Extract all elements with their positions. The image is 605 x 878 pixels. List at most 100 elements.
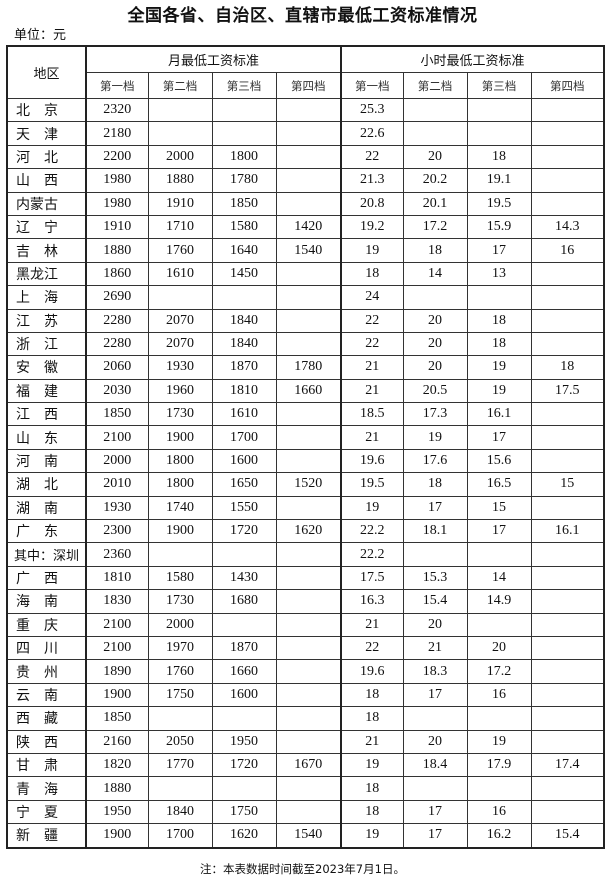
monthly-tier-2-cell [147,121,213,146]
hourly-tier-4-cell: 17.5 [530,378,605,404]
region-cell: 广 西 [6,565,87,591]
table-row: 山 西 1980 1880 1780 21.3 20.2 19.1 [6,168,605,193]
hourly-tier-1-cell: 19.2 [340,214,404,240]
hourly-tier-4-cell [530,308,605,333]
hourly-tier-1-cell: 19 [340,823,404,848]
hourly-tier-3-cell [466,285,532,310]
hourly-tier-2-cell: 20 [402,308,468,333]
monthly-tier-4-cell [275,495,342,521]
table-row: 甘 肃 1820 1770 1720 1670 19 18.4 17.9 17.4 [6,752,605,778]
monthly-tier-1-cell: 1910 [85,214,149,240]
hourly-tier-4-cell [530,682,605,708]
hourly-tier-2-cell: 20 [402,612,468,637]
hourly-tier-1-cell: 24 [340,285,404,310]
hourly-tier-3-cell: 19 [466,729,532,754]
monthly-tier-2-cell: 1750 [147,682,213,708]
monthly-tier-3-cell: 1840 [211,308,277,333]
monthly-tier-1-cell: 1880 [85,776,149,801]
hourly-tier-1-cell: 18 [340,776,404,801]
monthly-tier-3-cell: 1600 [211,448,277,474]
hourly-tier-1-cell: 25.3 [340,97,404,123]
monthly-tier-1-cell: 2690 [85,285,149,310]
hourly-tier-4-cell [530,799,605,825]
hourly-tier-3-cell [466,97,532,123]
hourly-tier-1-cell: 19 [340,752,404,778]
hourly-tier-2-cell [402,121,468,146]
region-cell: 甘 肃 [6,752,87,778]
monthly-tier-1-cell: 2280 [85,331,149,357]
region-cell: 青 海 [6,776,87,801]
hourly-tier-2-cell: 15.3 [402,565,468,591]
min-wage-table: 地区 月最低工资标准 小时最低工资标准 第一档 第二档 第三档 第四档 第一档 第二档 第三… [6,45,605,849]
monthly-tier-4-cell [275,612,342,637]
hourly-tier-1-cell: 21 [340,612,404,637]
region-cell: 山 东 [6,425,87,450]
hourly-tier-1-cell: 19 [340,495,404,521]
page-title: 全国各省、自治区、直辖市最低工资标准情况 [127,6,478,26]
monthly-tier-1-cell: 1980 [85,168,149,193]
region-cell: 宁 夏 [6,799,87,825]
hourly-tier-2-cell [402,542,468,567]
hourly-tier-3-cell: 15.9 [466,214,532,240]
hourly-tier-4-cell [530,285,605,310]
monthly-tier-3-cell: 1430 [211,565,277,591]
monthly-tier-3-cell: 1580 [211,214,277,240]
hourly-tier-2-cell: 15.4 [402,589,468,614]
hourly-tier-3-cell: 17.9 [466,752,532,778]
region-cell: 湖 北 [6,472,87,497]
monthly-tier-1-cell: 2000 [85,448,149,474]
region-cell: 河 北 [6,144,87,170]
monthly-tier-4-cell: 1620 [275,519,342,544]
monthly-tier-3-cell: 1840 [211,331,277,357]
hourly-tier-2-cell: 18.4 [402,752,468,778]
monthly-tier-2-cell: 1960 [147,378,213,404]
monthly-tier-1-cell: 1880 [85,238,149,263]
monthly-tier-1-cell: 2100 [85,635,149,661]
monthly-tier-4-cell [275,706,342,731]
monthly-tier-4-cell [275,589,342,614]
header-monthly-tier-1: 第一档 [85,72,149,99]
monthly-tier-1-cell: 2320 [85,97,149,123]
table-row: 山 东 2100 1900 1700 21 19 17 [6,425,605,450]
monthly-tier-1-cell: 1930 [85,495,149,521]
table-row: 上 海 2690 24 [6,285,605,310]
hourly-tier-3-cell [466,542,532,567]
hourly-tier-3-cell: 19.5 [466,191,532,216]
header-monthly: 月最低工资标准 [85,45,342,73]
hourly-tier-1-cell: 21.3 [340,168,404,193]
monthly-tier-4-cell [275,542,342,567]
table-row: 广 西 1810 1580 1430 17.5 15.3 14 [6,565,605,591]
monthly-tier-3-cell [211,97,277,123]
monthly-tier-1-cell: 2030 [85,378,149,404]
hourly-tier-4-cell: 16 [530,238,605,263]
hourly-tier-4-cell [530,542,605,567]
monthly-tier-4-cell [275,565,342,591]
table-row: 河 南 2000 1800 1600 19.6 17.6 15.6 [6,448,605,474]
monthly-tier-4-cell: 1540 [275,238,342,263]
hourly-tier-3-cell: 17.2 [466,659,532,684]
region-cell: 其中：深圳 [6,542,87,567]
table-row: 湖 南 1930 1740 1550 19 17 15 [6,495,605,521]
hourly-tier-1-cell: 22 [340,635,404,661]
monthly-tier-4-cell [275,261,342,287]
hourly-tier-1-cell: 22.2 [340,542,404,567]
monthly-tier-2-cell: 1770 [147,752,213,778]
hourly-tier-4-cell [530,261,605,287]
hourly-tier-2-cell: 17 [402,799,468,825]
table-row: 青 海 1880 18 [6,776,605,801]
hourly-tier-2-cell: 18.3 [402,659,468,684]
monthly-tier-3-cell [211,542,277,567]
monthly-tier-3-cell: 1870 [211,355,277,380]
monthly-tier-2-cell: 1760 [147,238,213,263]
hourly-tier-4-cell [530,776,605,801]
monthly-tier-2-cell [147,285,213,310]
monthly-tier-2-cell: 1740 [147,495,213,521]
monthly-tier-3-cell: 1870 [211,635,277,661]
hourly-tier-4-cell [530,589,605,614]
table-row: 四 川 2100 1970 1870 22 21 20 [6,635,605,661]
monthly-tier-3-cell: 1750 [211,799,277,825]
header-hourly-tier-3: 第三档 [466,72,532,99]
monthly-tier-2-cell: 1840 [147,799,213,825]
monthly-tier-4-cell [275,308,342,333]
region-cell: 吉 林 [6,238,87,263]
